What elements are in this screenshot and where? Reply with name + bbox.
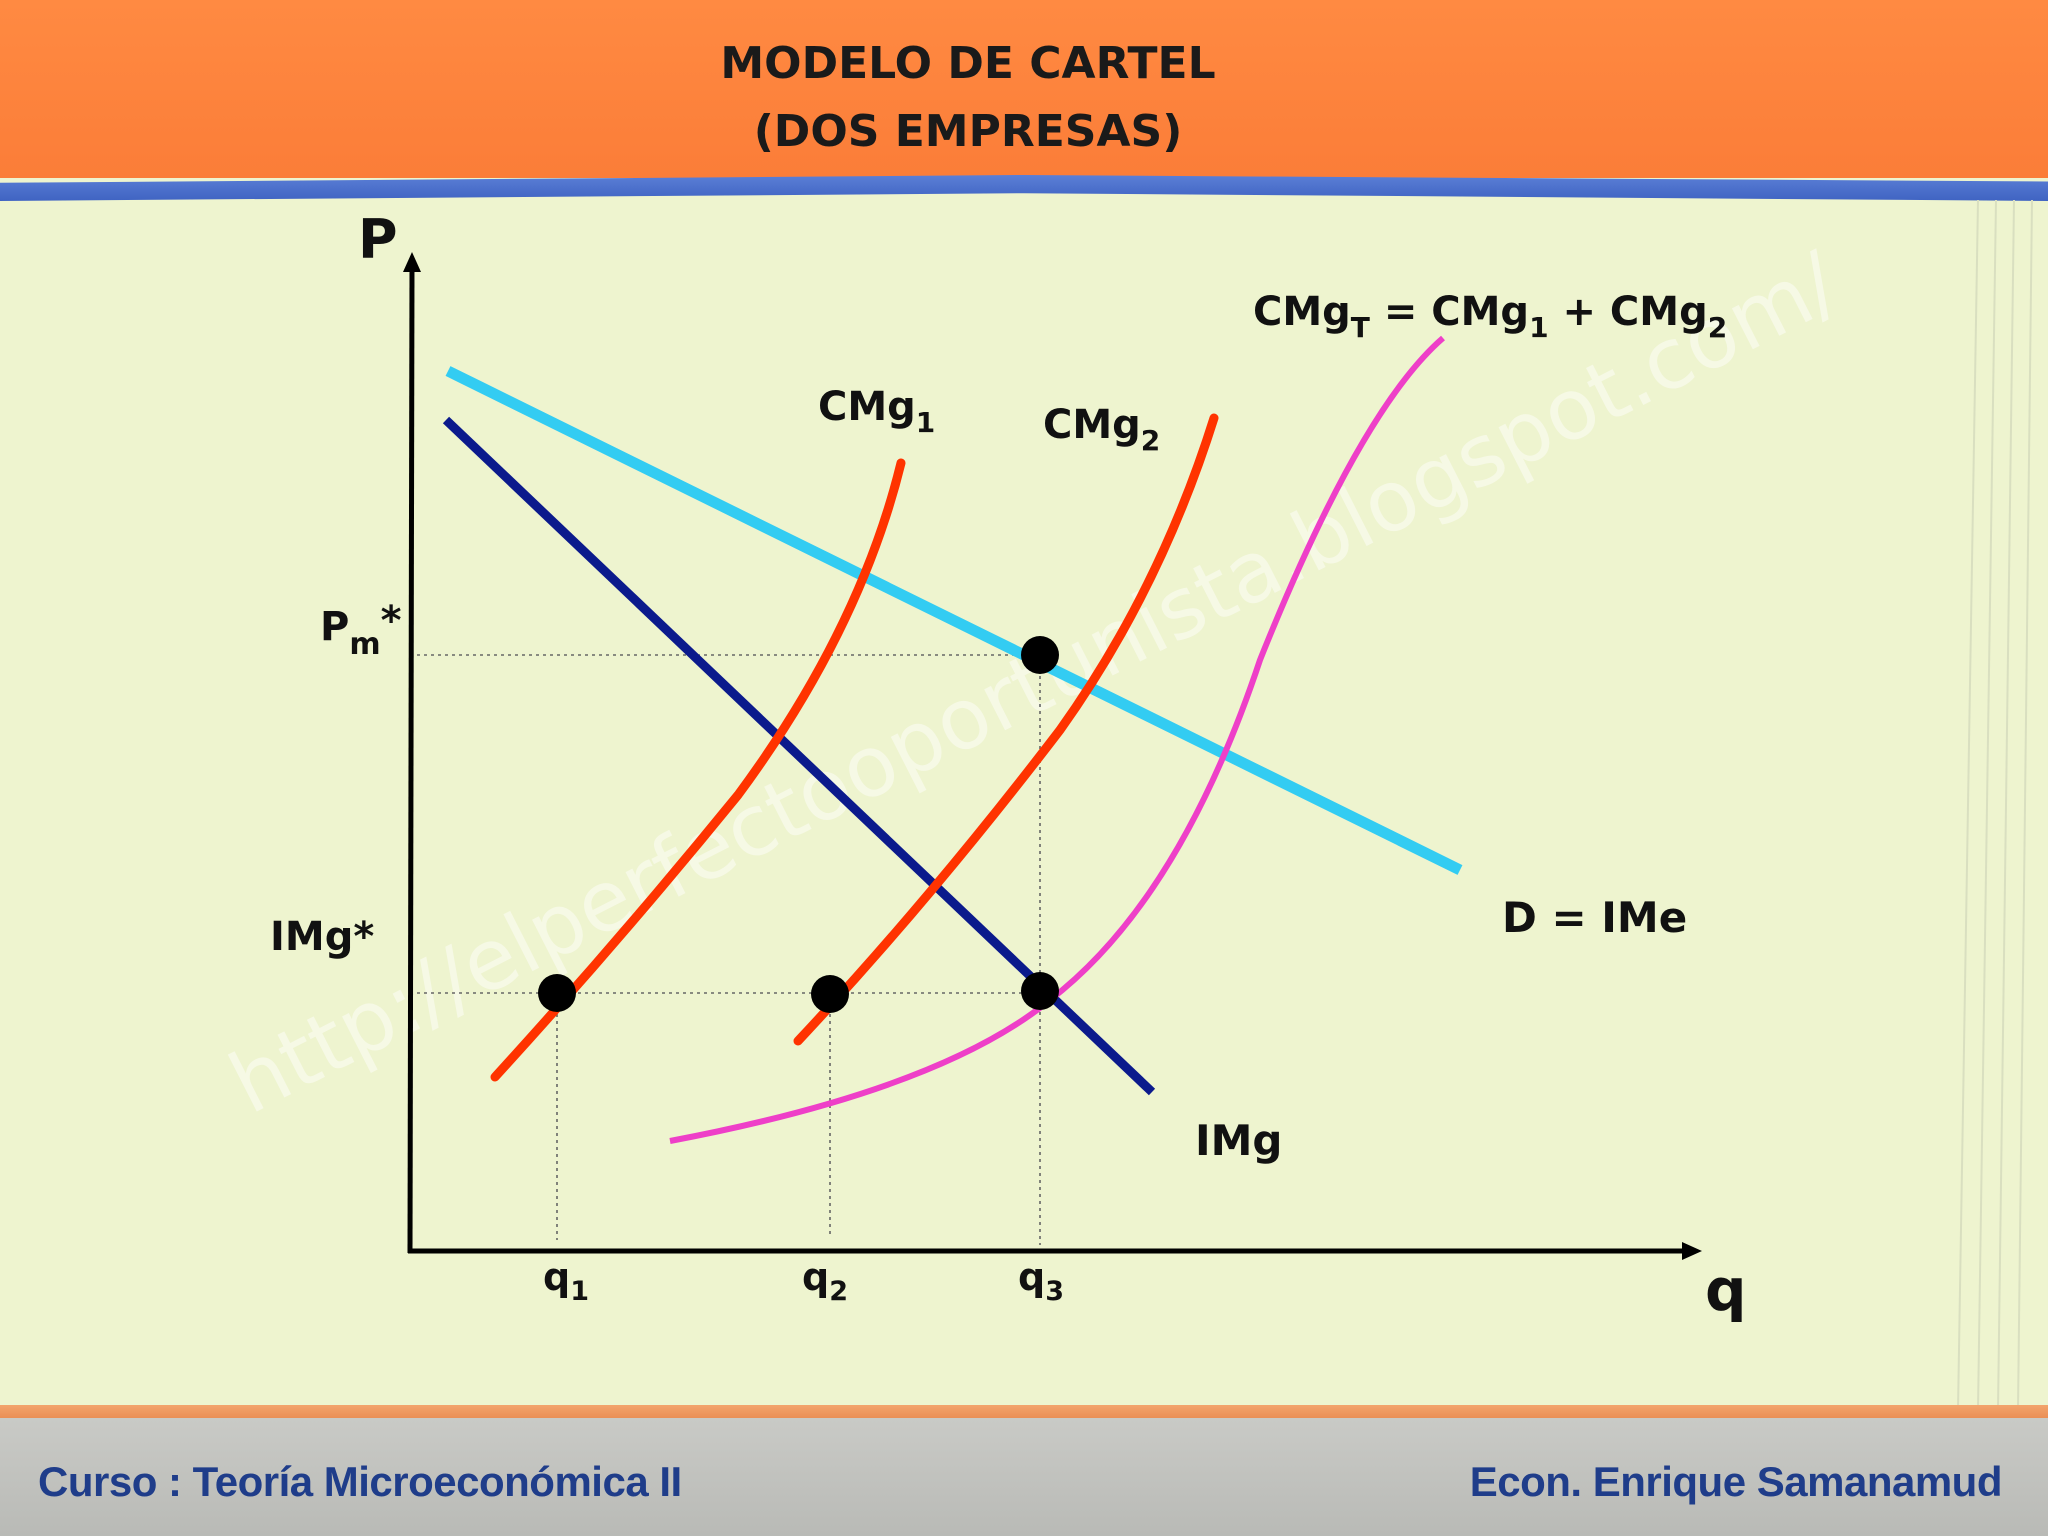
demand-label: D = IMe [1502, 893, 1687, 942]
point-pm [1021, 636, 1059, 674]
axes [403, 252, 1702, 1260]
y-axis-label: P [358, 208, 398, 271]
title-line-1: MODELO DE CARTEL [720, 38, 1216, 89]
header-bar [0, 0, 2048, 178]
title-line-2: (DOS EMPRESAS) [753, 106, 1183, 157]
cmg2-label: CMg2 [1043, 402, 1160, 457]
decorative-side-lines [1957, 200, 2033, 1410]
x-axis-arrow [1682, 1242, 1702, 1260]
point-q2 [811, 975, 849, 1013]
pm-star-label: Pm* [320, 598, 402, 662]
q3-label: q3 [1018, 1255, 1064, 1307]
y-axis [407, 264, 415, 1254]
author-name: Econ. Enrique Samanamud [1469, 1458, 2003, 1505]
q1-label: q1 [543, 1255, 589, 1307]
course-name: Curso : Teoría Microeconómica II [38, 1458, 682, 1505]
img-star-label: IMg* [270, 914, 374, 960]
footer-bar [0, 1418, 2048, 1536]
y-axis-arrow [403, 252, 421, 272]
point-q3 [1021, 972, 1059, 1010]
cmg-total-label: CMgT = CMg1 + CMg2 [1253, 289, 1727, 344]
cmg1-label: CMg1 [818, 384, 935, 439]
demand-curve [445, 366, 1463, 875]
cmg-total-curve [669, 335, 1445, 1144]
equilibrium-points [538, 636, 1059, 1013]
point-q1 [538, 974, 576, 1012]
footer-divider [0, 1405, 2048, 1421]
img-label: IMg [1195, 1116, 1283, 1165]
page-title: MODELO DE CARTEL (DOS EMPRESAS) [0, 30, 1936, 166]
x-axis-label: q [1705, 1256, 1747, 1324]
q2-label: q2 [802, 1255, 848, 1307]
cmg2-curve [793, 413, 1219, 1046]
